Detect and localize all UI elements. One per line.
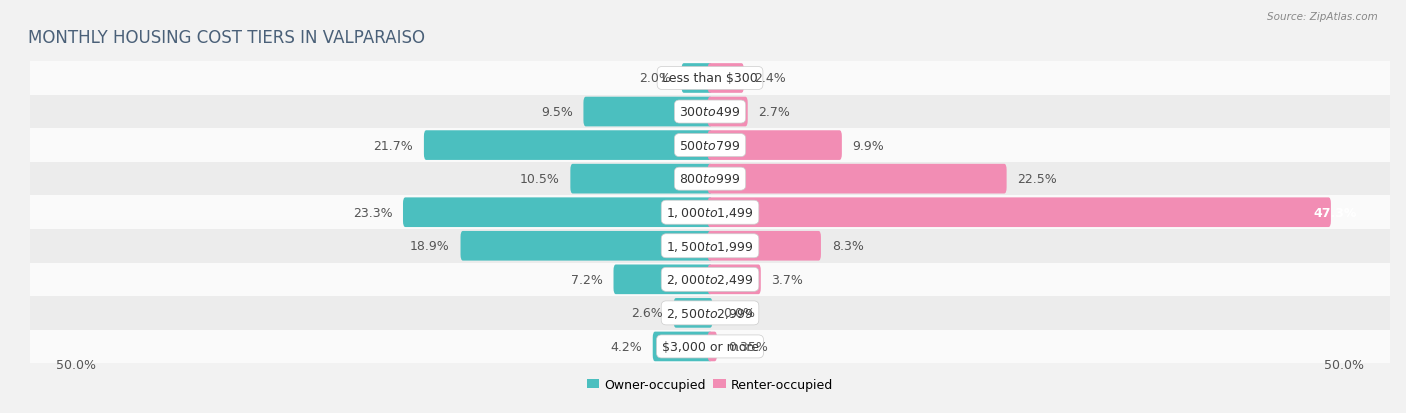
- Text: 21.7%: 21.7%: [374, 139, 413, 152]
- FancyBboxPatch shape: [613, 265, 713, 294]
- Text: $800 to $999: $800 to $999: [679, 173, 741, 186]
- Text: 2.4%: 2.4%: [755, 72, 786, 85]
- Text: $500 to $799: $500 to $799: [679, 139, 741, 152]
- Text: MONTHLY HOUSING COST TIERS IN VALPARAISO: MONTHLY HOUSING COST TIERS IN VALPARAISO: [28, 29, 425, 47]
- FancyBboxPatch shape: [707, 265, 761, 294]
- Text: $300 to $499: $300 to $499: [679, 106, 741, 119]
- Text: Less than $300: Less than $300: [662, 72, 758, 85]
- Text: 10.5%: 10.5%: [520, 173, 560, 186]
- Text: 22.5%: 22.5%: [1018, 173, 1057, 186]
- Text: Source: ZipAtlas.com: Source: ZipAtlas.com: [1267, 12, 1378, 22]
- Text: 8.3%: 8.3%: [831, 240, 863, 253]
- Text: 2.6%: 2.6%: [631, 306, 664, 320]
- Text: 4.2%: 4.2%: [610, 340, 643, 353]
- Text: $1,000 to $1,499: $1,000 to $1,499: [666, 206, 754, 220]
- Text: 0.0%: 0.0%: [723, 306, 755, 320]
- FancyBboxPatch shape: [707, 231, 821, 261]
- FancyBboxPatch shape: [707, 97, 748, 127]
- FancyBboxPatch shape: [461, 231, 713, 261]
- FancyBboxPatch shape: [423, 131, 713, 161]
- Text: 23.3%: 23.3%: [353, 206, 392, 219]
- Bar: [30, 297, 1391, 330]
- FancyBboxPatch shape: [707, 332, 717, 361]
- FancyBboxPatch shape: [583, 97, 713, 127]
- Text: 3.7%: 3.7%: [772, 273, 803, 286]
- FancyBboxPatch shape: [404, 198, 713, 228]
- Bar: [30, 196, 1391, 230]
- Text: 2.7%: 2.7%: [758, 106, 790, 119]
- Text: 9.9%: 9.9%: [852, 139, 884, 152]
- Text: 2.0%: 2.0%: [638, 72, 671, 85]
- Bar: [30, 263, 1391, 297]
- Text: $2,500 to $2,999: $2,500 to $2,999: [666, 306, 754, 320]
- Text: 50.0%: 50.0%: [1324, 358, 1364, 371]
- Text: 47.3%: 47.3%: [1315, 206, 1357, 219]
- FancyBboxPatch shape: [652, 332, 713, 361]
- Text: $2,000 to $2,499: $2,000 to $2,499: [666, 273, 754, 287]
- Text: 9.5%: 9.5%: [541, 106, 572, 119]
- Bar: [30, 129, 1391, 162]
- FancyBboxPatch shape: [707, 164, 1007, 194]
- Text: 50.0%: 50.0%: [56, 358, 96, 371]
- Text: $1,500 to $1,999: $1,500 to $1,999: [666, 239, 754, 253]
- FancyBboxPatch shape: [682, 64, 713, 94]
- Text: $3,000 or more: $3,000 or more: [662, 340, 758, 353]
- Text: 0.35%: 0.35%: [728, 340, 768, 353]
- Bar: [30, 95, 1391, 129]
- Text: 18.9%: 18.9%: [411, 240, 450, 253]
- Bar: [30, 330, 1391, 363]
- Bar: [30, 162, 1391, 196]
- FancyBboxPatch shape: [707, 198, 1331, 228]
- Bar: [30, 230, 1391, 263]
- FancyBboxPatch shape: [571, 164, 713, 194]
- Bar: [30, 62, 1391, 95]
- Legend: Owner-occupied, Renter-occupied: Owner-occupied, Renter-occupied: [586, 378, 834, 391]
- Text: 7.2%: 7.2%: [571, 273, 603, 286]
- FancyBboxPatch shape: [673, 298, 713, 328]
- FancyBboxPatch shape: [707, 131, 842, 161]
- FancyBboxPatch shape: [707, 64, 744, 94]
